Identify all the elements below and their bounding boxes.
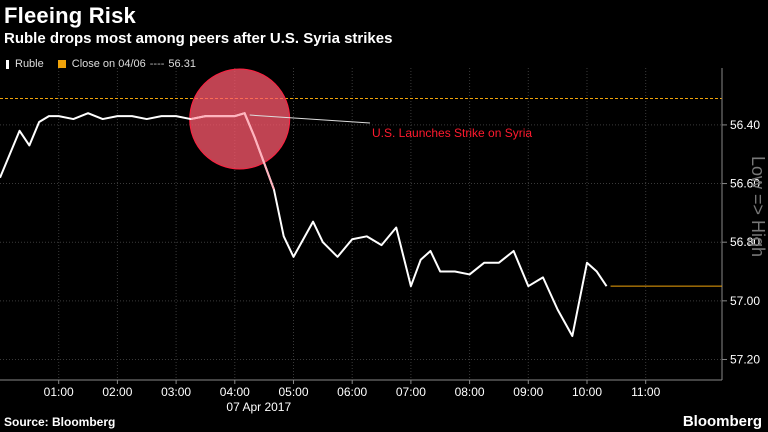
x-tick-label: 01:00	[44, 385, 74, 399]
x-tick-label: 03:00	[161, 385, 191, 399]
x-axis-label: 07 Apr 2017	[226, 400, 291, 414]
ruble-series-highlight	[190, 111, 275, 190]
x-tick-label: 02:00	[102, 385, 132, 399]
y-tick-label: 57.20	[730, 352, 760, 366]
y-tick-label: 56.40	[730, 118, 760, 132]
x-tick-label: 11:00	[631, 385, 660, 399]
annotation-leader-line	[249, 114, 371, 124]
legend-ruble-label: Ruble	[15, 58, 44, 70]
x-tick-label: 04:00	[220, 385, 250, 399]
event-highlight-circle	[189, 68, 291, 170]
x-tick-label: 09:00	[513, 385, 543, 399]
chart-title: Fleeing Risk	[4, 3, 136, 28]
grid	[0, 68, 722, 380]
x-tick-label: 05:00	[278, 385, 308, 399]
ruble-swatch-icon	[6, 59, 9, 69]
y-ticks: 56.40 56.60 56.80 57.00 57.20	[722, 118, 760, 366]
x-ticks: 01:00 02:00 03:00 04:00 05:00 06:00 07:00 08:00…	[44, 380, 661, 399]
x-tick-label: 07:00	[396, 385, 426, 399]
y-tick-label: 57.00	[730, 294, 760, 308]
source-note: Source: Bloomberg	[4, 415, 116, 429]
y-tick-label: 56.80	[730, 235, 760, 249]
y-tick-label: 56.60	[730, 177, 760, 191]
x-tick-label: 06:00	[337, 385, 367, 399]
chart-subtitle: Ruble drops most among peers after U.S. …	[4, 30, 393, 47]
brand-logo: Bloomberg	[682, 413, 762, 430]
close-swatch-icon	[57, 60, 66, 68]
legend-close-label: Close on 04/06	[71, 58, 146, 70]
legend: Ruble Close on 04/06 ---- 56.31	[6, 58, 196, 70]
ruble-series-line	[0, 112, 608, 338]
x-tick-label: 10:00	[572, 385, 602, 399]
y-axis-note: Low => High	[748, 156, 768, 257]
legend-dash: ----	[149, 58, 165, 70]
legend-close-value: 56.31	[168, 58, 196, 70]
x-tick-label: 08:00	[455, 385, 485, 399]
annotation-text: U.S. Launches Strike on Syria	[372, 126, 532, 140]
